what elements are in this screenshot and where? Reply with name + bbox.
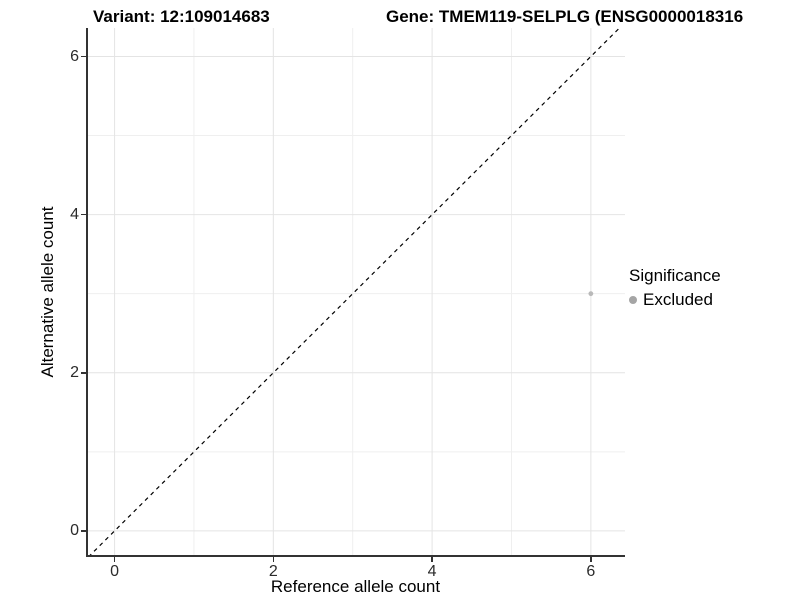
y-tick-label: 4 [70, 206, 79, 224]
plot-title-gene: Gene: TMEM119-SELPLG (ENSG0000018316 [386, 7, 744, 26]
legend-item-label: Excluded [643, 290, 713, 309]
plot-panel [86, 28, 625, 557]
x-tick-mark [113, 557, 116, 562]
x-tick-mark [272, 557, 275, 562]
x-tick-label: 4 [427, 563, 437, 580]
identity-line [87, 28, 621, 557]
y-axis-title-text: Alternative allele count [38, 206, 57, 378]
y-tick-mark [81, 530, 86, 532]
y-tick-mark [81, 213, 86, 216]
data-point [588, 291, 594, 297]
y-tick-mark [81, 372, 86, 374]
x-tick-mark [590, 557, 592, 562]
y-axis-line [86, 28, 88, 557]
x-tick-label: 6 [586, 563, 596, 580]
legend: Significance Excluded [629, 266, 721, 310]
plot-canvas [86, 28, 625, 557]
y-tick-label: 6 [70, 47, 79, 65]
plot-title-variant: Variant: 12:109014683 [93, 7, 270, 26]
legend-title: Significance [629, 266, 721, 285]
x-axis-title: Reference allele count [270, 577, 441, 596]
x-axis-line [86, 555, 625, 557]
y-tick-label: 0 [70, 522, 79, 540]
legend-item: Excluded [629, 290, 721, 310]
x-tick-label: 0 [110, 563, 120, 580]
x-tick-label: 2 [268, 563, 278, 580]
legend-items: Excluded [629, 290, 721, 310]
y-tick-mark [81, 55, 86, 58]
legend-dot-icon [629, 296, 637, 304]
y-tick-label: 2 [70, 364, 79, 382]
x-tick-mark [431, 557, 433, 562]
